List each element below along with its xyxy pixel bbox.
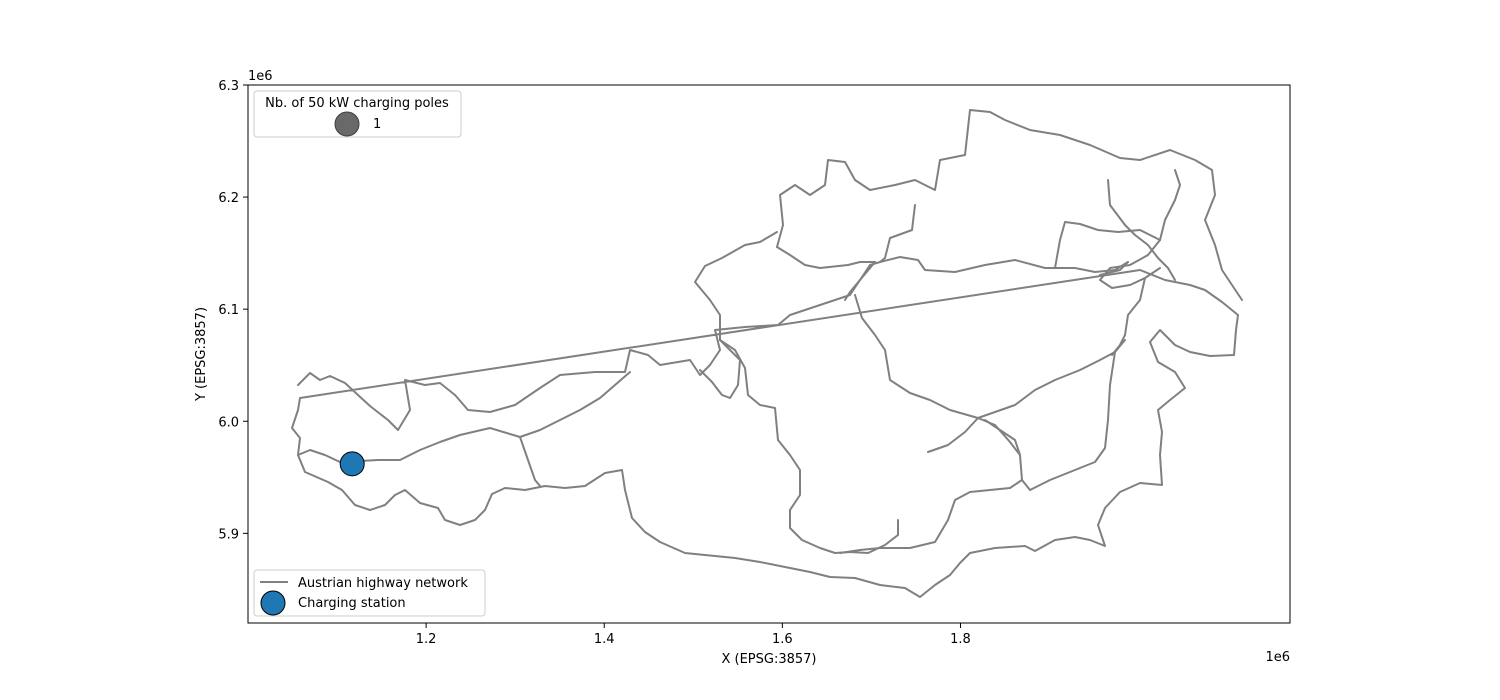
highway-inn-valley: [359, 371, 631, 462]
highway-north-loop: [776, 109, 1243, 301]
x-axis-label: X (EPSG:3857): [721, 652, 816, 667]
highway-a1-main: [844, 261, 876, 301]
highway-vienna-c: [1159, 169, 1181, 241]
size-legend: Nb. of 50 kW charging poles 1: [253, 90, 462, 138]
axes-frame: [247, 84, 1291, 624]
highway-styria: [984, 419, 1021, 456]
highway-central-trunk: [719, 339, 899, 554]
x-tick-label: 1.4: [594, 632, 615, 647]
highway-upper-austria: [879, 204, 916, 263]
y-axis-ticks: 5.9 6.0 6.1 6.2 6.3: [218, 79, 248, 542]
x-tick-label: 1.8: [950, 632, 971, 647]
y-offset-label: 1e6: [248, 69, 273, 84]
legend-station-label: Charging station: [298, 596, 406, 611]
austrian-highway-network: [291, 109, 1243, 598]
size-legend-marker: [334, 111, 360, 137]
charging-station-point: [339, 451, 365, 477]
y-tick-label: 6.3: [218, 79, 239, 94]
highway-a2-south: [927, 351, 1116, 491]
highway-north-east: [776, 246, 876, 269]
highway-vienna-b: [1054, 221, 1161, 289]
x-tick-label: 1.2: [416, 632, 437, 647]
x-axis-ticks: 1.2 1.4 1.6 1.8: [416, 623, 971, 647]
y-tick-label: 5.9: [218, 527, 239, 542]
highway-lower-austria: [1099, 261, 1129, 276]
size-legend-title: Nb. of 50 kW charging poles: [265, 96, 449, 111]
y-tick-label: 6.2: [218, 191, 239, 206]
main-legend: Austrian highway network Charging statio…: [253, 569, 486, 617]
size-legend-entry: 1: [373, 117, 381, 132]
highway-north-west: [694, 231, 778, 399]
highway-a2-carinthia: [839, 479, 1023, 554]
legend-highway-label: Austrian highway network: [298, 576, 468, 591]
highway-outer-ring: [291, 256, 1239, 598]
x-offset-label: 1e6: [1265, 650, 1290, 665]
highway-vienna-a: [1107, 179, 1176, 281]
y-tick-label: 6.0: [218, 415, 239, 430]
y-tick-label: 6.1: [218, 303, 239, 318]
x-tick-label: 1.6: [772, 632, 793, 647]
y-axis-label: Y (EPSG:3857): [194, 307, 209, 402]
legend-station-marker: [260, 590, 286, 616]
highway-brenner: [519, 436, 541, 487]
charging-stations: [339, 451, 365, 477]
